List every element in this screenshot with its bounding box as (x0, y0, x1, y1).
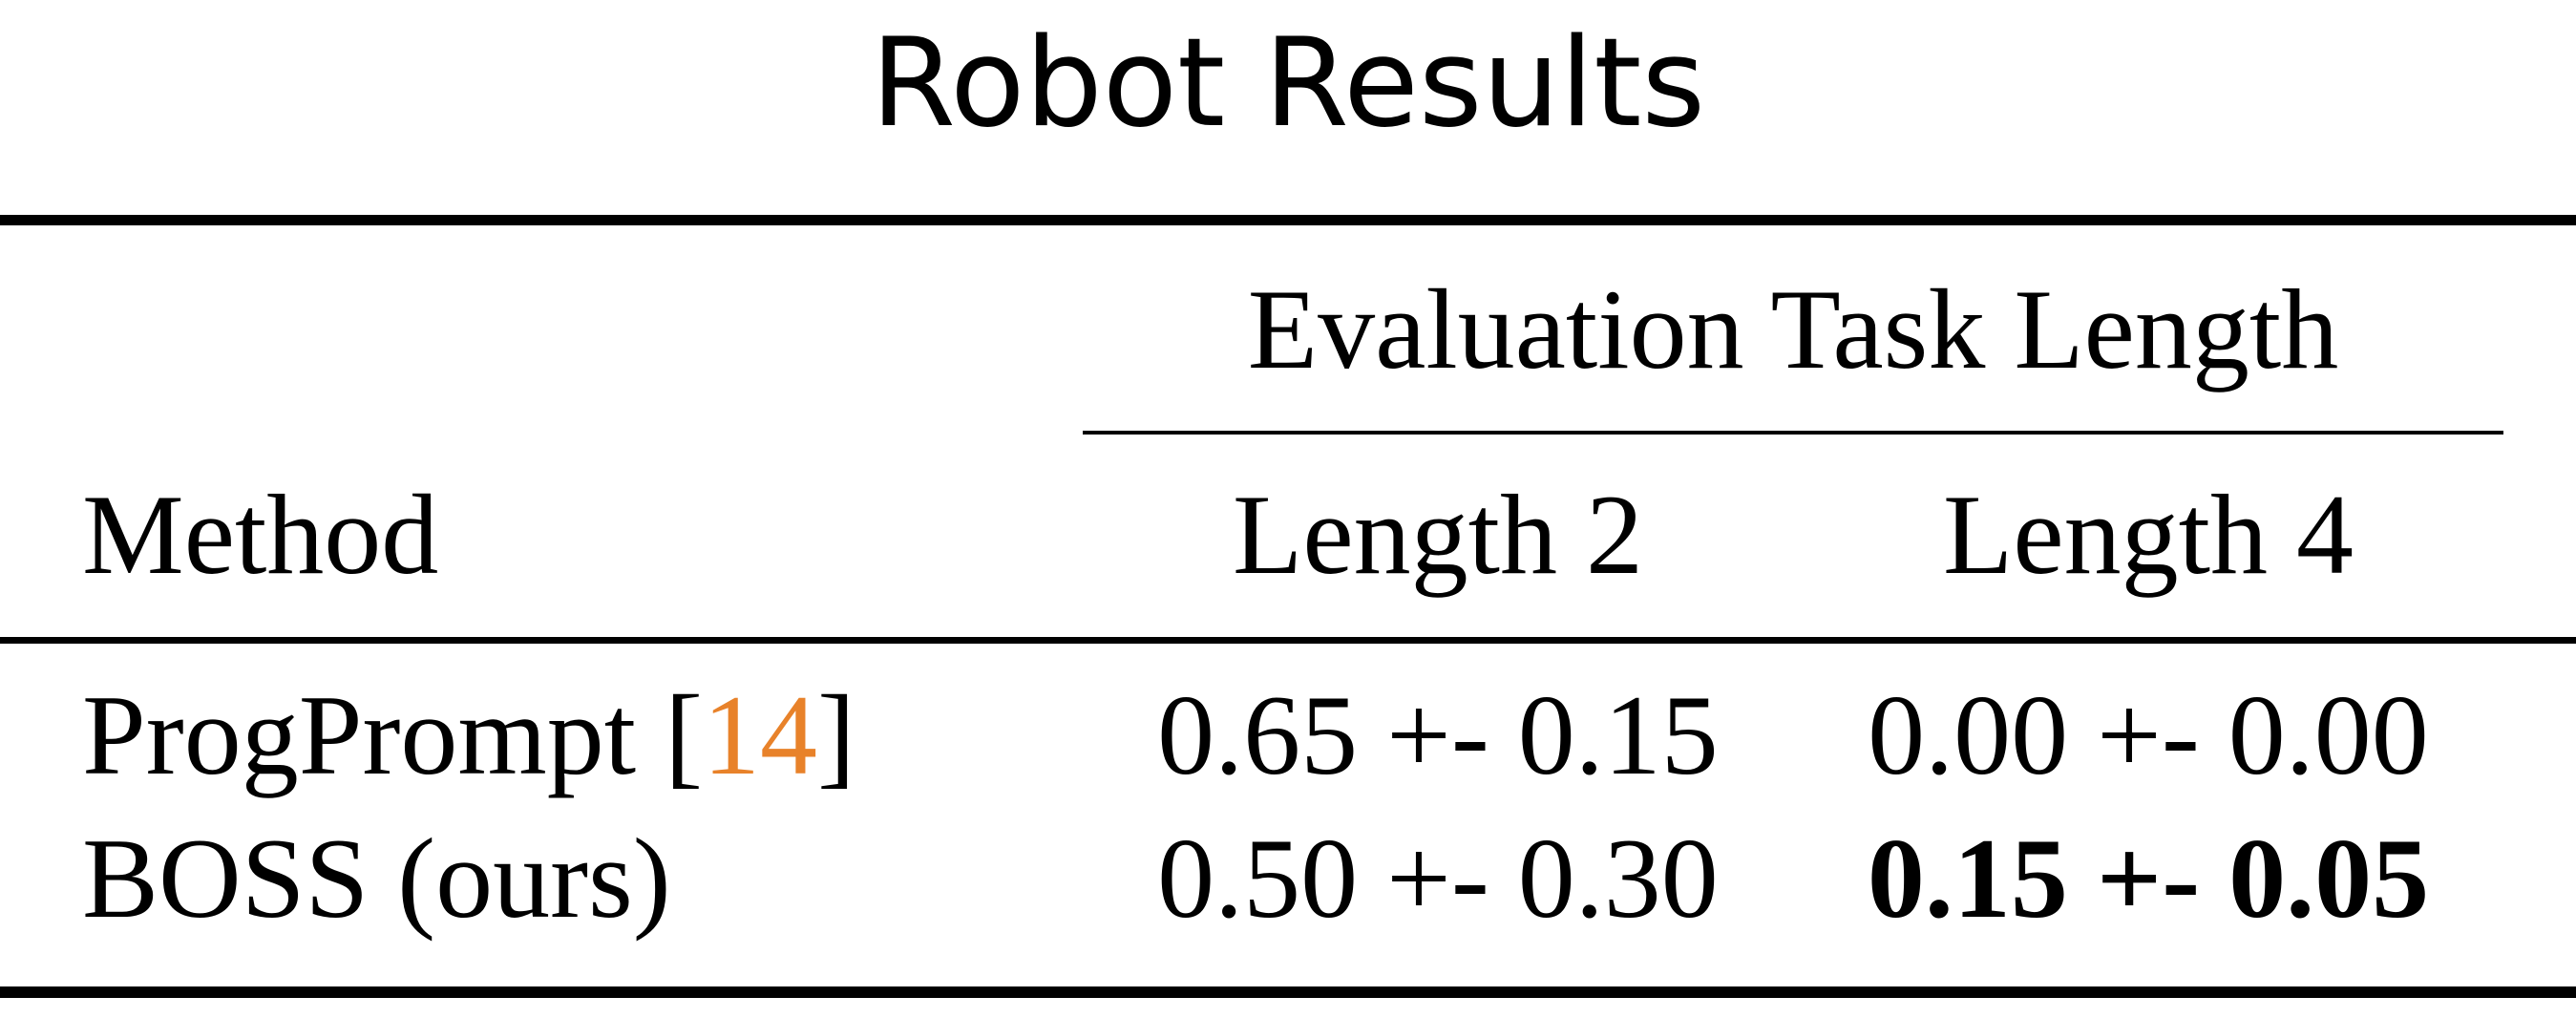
column-header-length-4: Length 4 (1943, 471, 2354, 598)
page-title: Robot Results (870, 12, 1706, 155)
column-header-method: Method (82, 471, 439, 598)
method-cell: ProgPrompt [14] (82, 668, 855, 802)
length-4-value-best: 0.15 +- 0.05 (1867, 815, 2430, 942)
table-header-rule (0, 637, 2576, 644)
citation-open-bracket: [ (665, 671, 704, 798)
method-name: ProgPrompt (82, 671, 637, 798)
method-cell: BOSS (ours) (82, 815, 671, 942)
citation-link[interactable]: 14 (703, 671, 818, 798)
length-2-value: 0.50 +- 0.30 (1157, 815, 1719, 942)
length-2-value: 0.65 +- 0.15 (1157, 671, 1719, 798)
column-header-length-2: Length 2 (1233, 471, 1643, 598)
table-bottom-rule (0, 986, 2576, 998)
citation-close-bracket: ] (817, 671, 856, 798)
table-top-rule (0, 215, 2576, 225)
length-4-value: 0.00 +- 0.00 (1868, 671, 2429, 798)
column-group-header: Evaluation Task Length (1247, 265, 2339, 392)
column-group-rule (1083, 431, 2503, 435)
